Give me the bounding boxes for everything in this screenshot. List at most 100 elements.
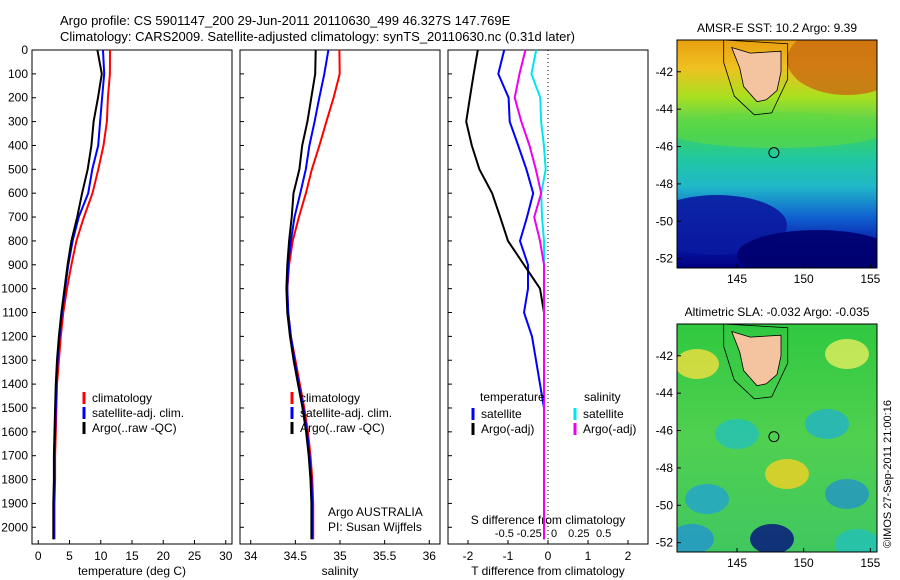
panel-sst_map: AMSR-E SST: 10.2 Argo: 9.39 -42 -44 -46 -48 -… (656, 21, 881, 286)
tasmania-landmass (731, 46, 782, 103)
y-tick-label: 400 (8, 138, 28, 152)
legend-label: Argo(..raw -QC) (300, 421, 385, 435)
eddy-patch (715, 419, 759, 449)
tasmania-landmass (731, 330, 782, 387)
eddy-patch (765, 459, 809, 489)
legend-label: satellite (583, 407, 624, 421)
map-field (677, 324, 877, 552)
panel-salinity: 34 34.5 35 35.5 36 salinity climatologysatelli… (239, 49, 441, 578)
argo-location-marker (768, 431, 780, 443)
x-tick-label: 5 (66, 549, 73, 563)
x-axis-label: T difference from climatology (471, 564, 625, 578)
x-tick-label: 150 (794, 556, 814, 570)
s-tick-label: 0.25 (568, 528, 589, 540)
y-tick-label: -48 (656, 461, 674, 475)
y-tick-label: 1800 (1, 473, 28, 487)
figure-title-line2: Climatology: CARS2009. Satellite-adjuste… (60, 29, 575, 44)
y-tick-label: 1600 (1, 425, 28, 439)
annotation: Argo AUSTRALIA (328, 505, 423, 519)
panel-frame (31, 49, 233, 545)
x-tick-label: 2 (625, 549, 632, 563)
x-tick-label: 36 (423, 549, 437, 563)
y-tick-label: -50 (656, 214, 674, 228)
figure-title-line1: Argo profile: CS 5901147_200 29-Jun-2011… (60, 13, 511, 28)
x-tick-label: 30 (219, 549, 233, 563)
x-tick-label: 155 (860, 556, 880, 570)
map-title: AMSR-E SST: 10.2 Argo: 9.39 (697, 21, 857, 35)
x-tick-label: -2 (463, 549, 474, 563)
y-tick-label: 1300 (1, 353, 28, 367)
y-tick-label: 2000 (1, 520, 28, 534)
credit-text: ©IMOS 27-Sep-2011 21:00:16 (882, 400, 894, 548)
y-tick-label: 1400 (1, 377, 28, 391)
shelf-contour (723, 40, 789, 116)
y-tick-label: 0 (21, 43, 28, 57)
warm-patch (787, 40, 877, 95)
panel-temperature: 0100200300400500600700800900100011001200… (1, 43, 232, 578)
x-tick-label: 35.5 (373, 549, 397, 563)
y-tick-label: 1900 (1, 496, 28, 510)
legend-label: satellite-adj. clim. (300, 406, 392, 420)
panel-sla_map: Altimetric SLA: -0.032 Argo: -0.035 -42 -4… (656, 305, 881, 570)
argo-location-marker (768, 147, 780, 159)
x-tick-label: -1 (503, 549, 514, 563)
y-tick-label: 300 (8, 115, 28, 129)
eddy-patch (750, 524, 794, 552)
legend-label: climatology (300, 391, 360, 405)
map-frame (676, 39, 878, 269)
legend-label: Argo(-adj) (481, 422, 534, 436)
map-title: Altimetric SLA: -0.032 Argo: -0.035 (685, 305, 870, 319)
x-tick-label: 34.5 (284, 549, 308, 563)
y-tick-label: -44 (656, 386, 674, 400)
eddy-patch (805, 409, 849, 439)
eddy-patch (685, 484, 729, 514)
y-tick-label: 600 (8, 186, 28, 200)
legend-label: satellite-adj. clim. (92, 406, 184, 420)
s-tick-label: -0.25 (517, 528, 542, 540)
front-patch (677, 112, 877, 148)
y-tick-label: 800 (8, 234, 28, 248)
x-tick-label: 15 (125, 549, 139, 563)
x-tick-label: 20 (157, 549, 171, 563)
y-tick-label: -42 (656, 349, 674, 363)
y-tick-label: 200 (8, 91, 28, 105)
x-tick-label: 25 (188, 549, 202, 563)
y-tick-label: 1500 (1, 401, 28, 415)
y-tick-label: 1000 (1, 282, 28, 296)
annotation: PI: Susan Wijffels (328, 520, 422, 534)
y-tick-label: -52 (656, 252, 674, 266)
s-axis-label: S difference from climatology (471, 513, 626, 527)
map-field (677, 40, 877, 268)
x-tick-label: 10 (94, 549, 108, 563)
panel-frame (239, 49, 441, 545)
y-tick-label: 1100 (2, 306, 28, 320)
panel-frame (447, 49, 649, 545)
series-line (285, 49, 317, 540)
x-tick-label: 0 (545, 549, 552, 563)
legend-label: Argo(-adj) (583, 422, 636, 436)
map-frame (676, 323, 878, 553)
x-tick-label: 0 (35, 549, 42, 563)
y-tick-label: 500 (8, 162, 28, 176)
y-tick-label: 100 (8, 67, 28, 81)
eddy-patch (835, 529, 877, 552)
legend-label: Argo(..raw -QC) (92, 421, 177, 435)
y-tick-label: -44 (656, 102, 674, 116)
x-tick-label: 35 (333, 549, 347, 563)
x-tick-label: 34 (244, 549, 258, 563)
y-tick-label: -50 (656, 498, 674, 512)
legend-title: temperature (480, 390, 545, 404)
eddy-patch (825, 339, 869, 369)
y-tick-label: -52 (656, 536, 674, 550)
series-line (513, 49, 545, 540)
series-line (52, 49, 103, 540)
x-axis-label: salinity (322, 564, 359, 578)
cold-patch (737, 230, 877, 268)
y-tick-label: -46 (656, 424, 674, 438)
x-axis-label: temperature (deg C) (78, 564, 186, 578)
s-tick-label: -0.5 (495, 528, 514, 540)
s-tick-label: 0 (551, 528, 557, 540)
eddy-patch (677, 524, 714, 552)
y-tick-label: 1200 (1, 329, 28, 343)
